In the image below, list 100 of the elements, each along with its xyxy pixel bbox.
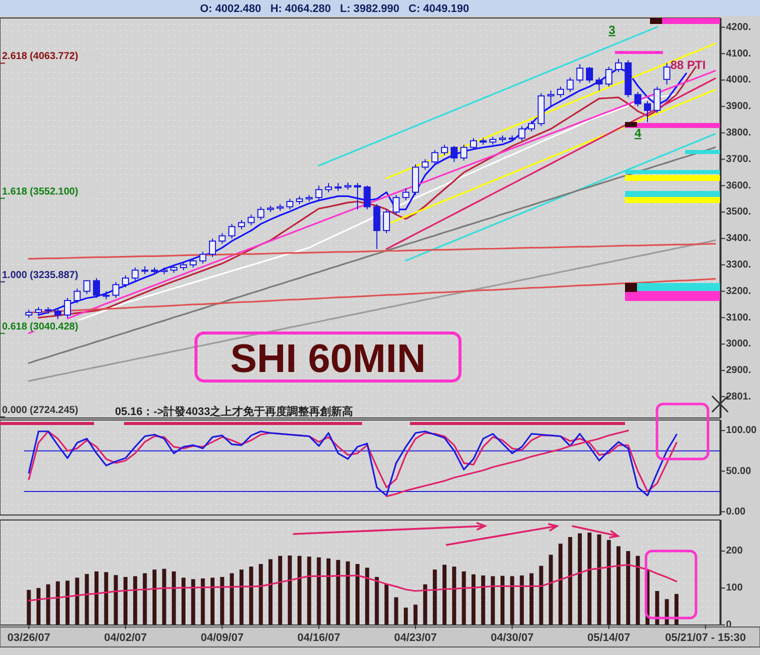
y-tick-label: 3700. [726, 154, 752, 165]
bar [578, 533, 582, 625]
x-tick-label: 04/09/07 [200, 632, 244, 644]
bar [432, 570, 437, 625]
text: SHI 60MIN [230, 337, 426, 381]
bar [278, 556, 282, 625]
bar [346, 561, 350, 625]
bar [568, 537, 572, 625]
bar [597, 534, 602, 625]
bar [326, 558, 330, 625]
bar [288, 555, 292, 625]
bar [674, 594, 678, 625]
annotation: 05.16：->計發4033之上才免于再度調整再創新高 [115, 405, 354, 418]
bar [142, 573, 147, 625]
bar [249, 566, 254, 625]
y-tick-label: 2801. [726, 391, 752, 402]
bar [510, 576, 514, 625]
y-tick-label: 100.00 [726, 425, 758, 436]
line-series [318, 26, 658, 166]
bar [240, 570, 244, 625]
bar [182, 578, 186, 625]
bar [104, 572, 108, 625]
y-tick-label: 3000. [726, 338, 752, 350]
ref-line-label: 1.000 (3235.887) [2, 270, 78, 281]
bar [200, 578, 205, 625]
x-tick-label: 04/02/07 [104, 632, 147, 644]
y-tick-label: 50.00 [726, 466, 752, 477]
candlestick [373, 204, 380, 250]
bar [26, 590, 31, 625]
bar [162, 568, 166, 625]
bar [636, 556, 640, 625]
y-tick-label: 3300. [726, 260, 752, 271]
annotation: 3 [608, 23, 616, 37]
y-tick-label: 0.00 [726, 506, 746, 518]
y-tick-label: 3500. [726, 206, 752, 218]
ref-line-label: 0.000 (2724.245) [2, 404, 78, 416]
bar [75, 578, 80, 625]
ref-line-label: 2.618 (4063.772) [2, 51, 78, 62]
y-tick-label: 4200. [726, 22, 752, 33]
bar [230, 573, 234, 625]
bar [36, 588, 40, 625]
y-tick-label: 200 [726, 546, 744, 557]
candlestick [644, 100, 651, 123]
bar [520, 575, 524, 625]
y-tick-label: 3900. [726, 101, 752, 112]
bar [404, 608, 408, 625]
bar [124, 576, 128, 625]
bar [56, 581, 60, 625]
bar [530, 573, 534, 625]
bar [172, 571, 176, 625]
ref-line-label: 0.618 (3040.428) [2, 321, 78, 332]
x-tick-label: 03/26/07 [7, 632, 50, 644]
bar [655, 590, 660, 625]
bar [588, 532, 592, 625]
bar [626, 551, 630, 625]
bar [606, 540, 611, 625]
annotation: 88 PTI [670, 58, 706, 72]
y-tick-label: 3600. [726, 180, 752, 192]
bar [414, 604, 418, 625]
bar [191, 579, 196, 625]
bar [258, 564, 263, 625]
chart-subtitle: O: 4002.480 H: 4064.280 L: 3982.990 C: 4049.190 [200, 3, 470, 15]
y-tick-label: 4100. [726, 48, 752, 60]
x-tick-label: 04/16/07 [297, 632, 340, 644]
x-tick-label: 04/30/07 [490, 632, 534, 644]
line-series [386, 78, 716, 250]
bar [539, 566, 544, 625]
bar [472, 574, 476, 625]
bar [374, 576, 379, 625]
bar [298, 556, 302, 625]
line-series [386, 42, 716, 180]
bar [616, 546, 620, 625]
bar [268, 559, 272, 625]
bar [152, 570, 156, 625]
bar [356, 564, 360, 625]
x-tick-label: 05/21/07 - 15:30 [665, 632, 746, 644]
candlestick [248, 214, 255, 226]
bar [490, 576, 495, 625]
y-tick-label: 3800. [726, 127, 752, 138]
bar [84, 574, 89, 625]
x-tick-label: 05/14/07 [587, 632, 630, 644]
bar [316, 557, 321, 625]
y-tick-label: 4000. [726, 74, 752, 86]
y-tick-label: 3400. [726, 233, 752, 244]
bar [462, 571, 466, 625]
bar [558, 544, 562, 625]
bar [442, 564, 446, 625]
y-tick-label: 3100. [726, 312, 752, 324]
candlestick [538, 92, 545, 127]
y-tick-label: 100 [726, 582, 744, 594]
bar [220, 576, 224, 625]
bar [133, 576, 138, 625]
bar [384, 584, 388, 625]
bar [500, 576, 504, 625]
ref-line-label: 1.618 (3552.100) [2, 186, 78, 198]
bar [365, 568, 370, 625]
bar [481, 575, 486, 625]
annotation: 4 [634, 126, 642, 140]
line-series [28, 564, 678, 602]
bar [548, 554, 553, 625]
